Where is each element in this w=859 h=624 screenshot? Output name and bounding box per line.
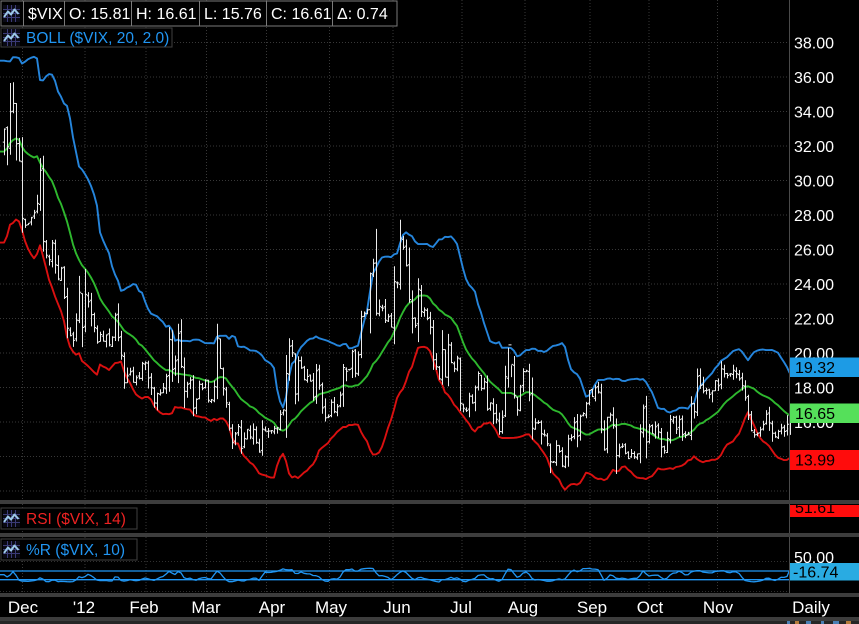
svg-text:-16.74: -16.74 xyxy=(793,565,838,582)
svg-text:Mar: Mar xyxy=(191,598,221,617)
svg-text:L: 15.76: L: 15.76 xyxy=(204,6,262,23)
svg-text:19.32: 19.32 xyxy=(795,360,835,377)
svg-text:Aug: Aug xyxy=(508,598,538,617)
svg-text:22.00: 22.00 xyxy=(794,311,834,328)
svg-text:16.65: 16.65 xyxy=(795,406,835,423)
svg-text:O: 15.81: O: 15.81 xyxy=(69,6,130,23)
svg-text:24.00: 24.00 xyxy=(794,277,834,294)
svg-text:'12: '12 xyxy=(73,598,95,617)
svg-text:May: May xyxy=(315,598,348,617)
svg-text:Apr: Apr xyxy=(259,598,286,617)
svg-text:Jun: Jun xyxy=(383,598,410,617)
svg-text:Feb: Feb xyxy=(129,598,158,617)
svg-text:28.00: 28.00 xyxy=(794,208,834,225)
svg-text:26.00: 26.00 xyxy=(794,242,834,259)
svg-text:32.00: 32.00 xyxy=(794,139,834,156)
svg-text:36.00: 36.00 xyxy=(794,70,834,87)
svg-text:RSI ($VIX, 14): RSI ($VIX, 14) xyxy=(26,511,126,528)
svg-text:Daily: Daily xyxy=(792,598,830,617)
svg-text:18.00: 18.00 xyxy=(794,380,834,397)
svg-text:Dec: Dec xyxy=(8,598,39,617)
svg-text:Δ: 0.74: Δ: 0.74 xyxy=(337,6,388,23)
svg-text:H: 16.61: H: 16.61 xyxy=(136,6,197,23)
svg-text:34.00: 34.00 xyxy=(794,104,834,121)
svg-text:50.00: 50.00 xyxy=(794,550,834,567)
svg-text:Nov: Nov xyxy=(703,598,734,617)
svg-text:Jul: Jul xyxy=(450,598,472,617)
svg-text:51.61: 51.61 xyxy=(795,500,835,517)
svg-text:Oct: Oct xyxy=(637,598,664,617)
svg-text:38.00: 38.00 xyxy=(794,35,834,52)
svg-text:Sep: Sep xyxy=(577,598,607,617)
svg-text:$VIX: $VIX xyxy=(28,6,63,23)
svg-text:13.99: 13.99 xyxy=(795,453,835,470)
svg-text:30.00: 30.00 xyxy=(794,173,834,190)
svg-text:BOLL ($VIX, 20, 2.0): BOLL ($VIX, 20, 2.0) xyxy=(26,30,169,47)
svg-text:%R ($VIX, 10): %R ($VIX, 10) xyxy=(26,542,125,559)
svg-text:C: 16.61: C: 16.61 xyxy=(271,6,332,23)
